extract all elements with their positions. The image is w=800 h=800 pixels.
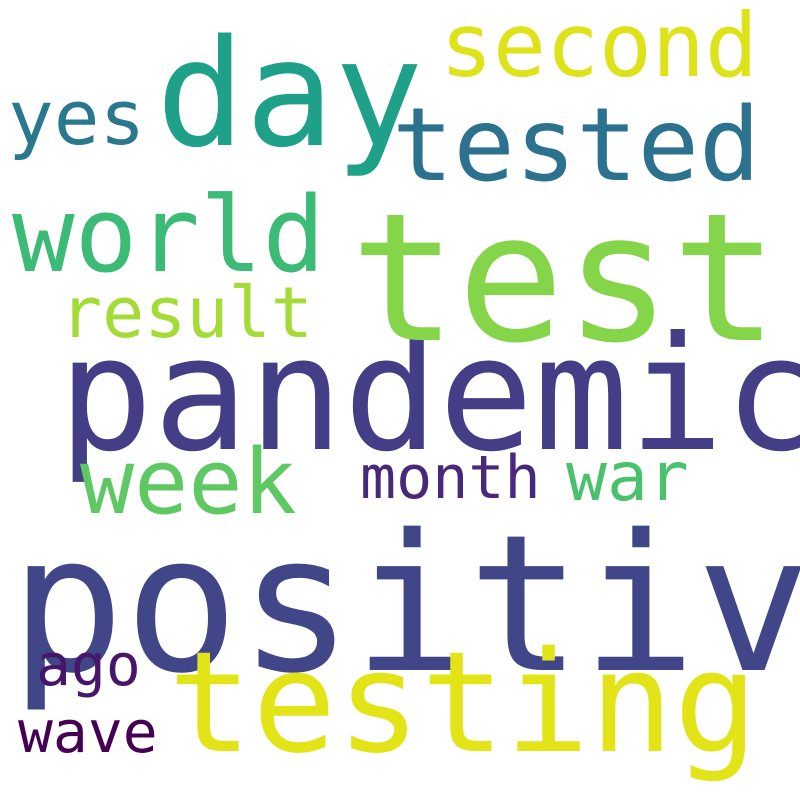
word-ago: ago	[36, 631, 141, 699]
word-war: war	[566, 438, 689, 517]
word-world: world	[12, 174, 326, 296]
word-result: result	[60, 272, 313, 354]
word-wave: wave	[18, 698, 158, 766]
word-second: second	[440, 0, 758, 97]
word-yes: yes	[8, 73, 146, 162]
word-test: test	[350, 175, 779, 382]
word-tested: tested	[392, 86, 761, 205]
word-testing: testing	[168, 622, 759, 785]
word-week: week	[80, 430, 297, 535]
word-pandemic: pandemic	[58, 303, 800, 487]
word-month: month	[360, 443, 541, 513]
word-day: day	[156, 8, 424, 180]
word-positive: positive	[10, 494, 800, 715]
